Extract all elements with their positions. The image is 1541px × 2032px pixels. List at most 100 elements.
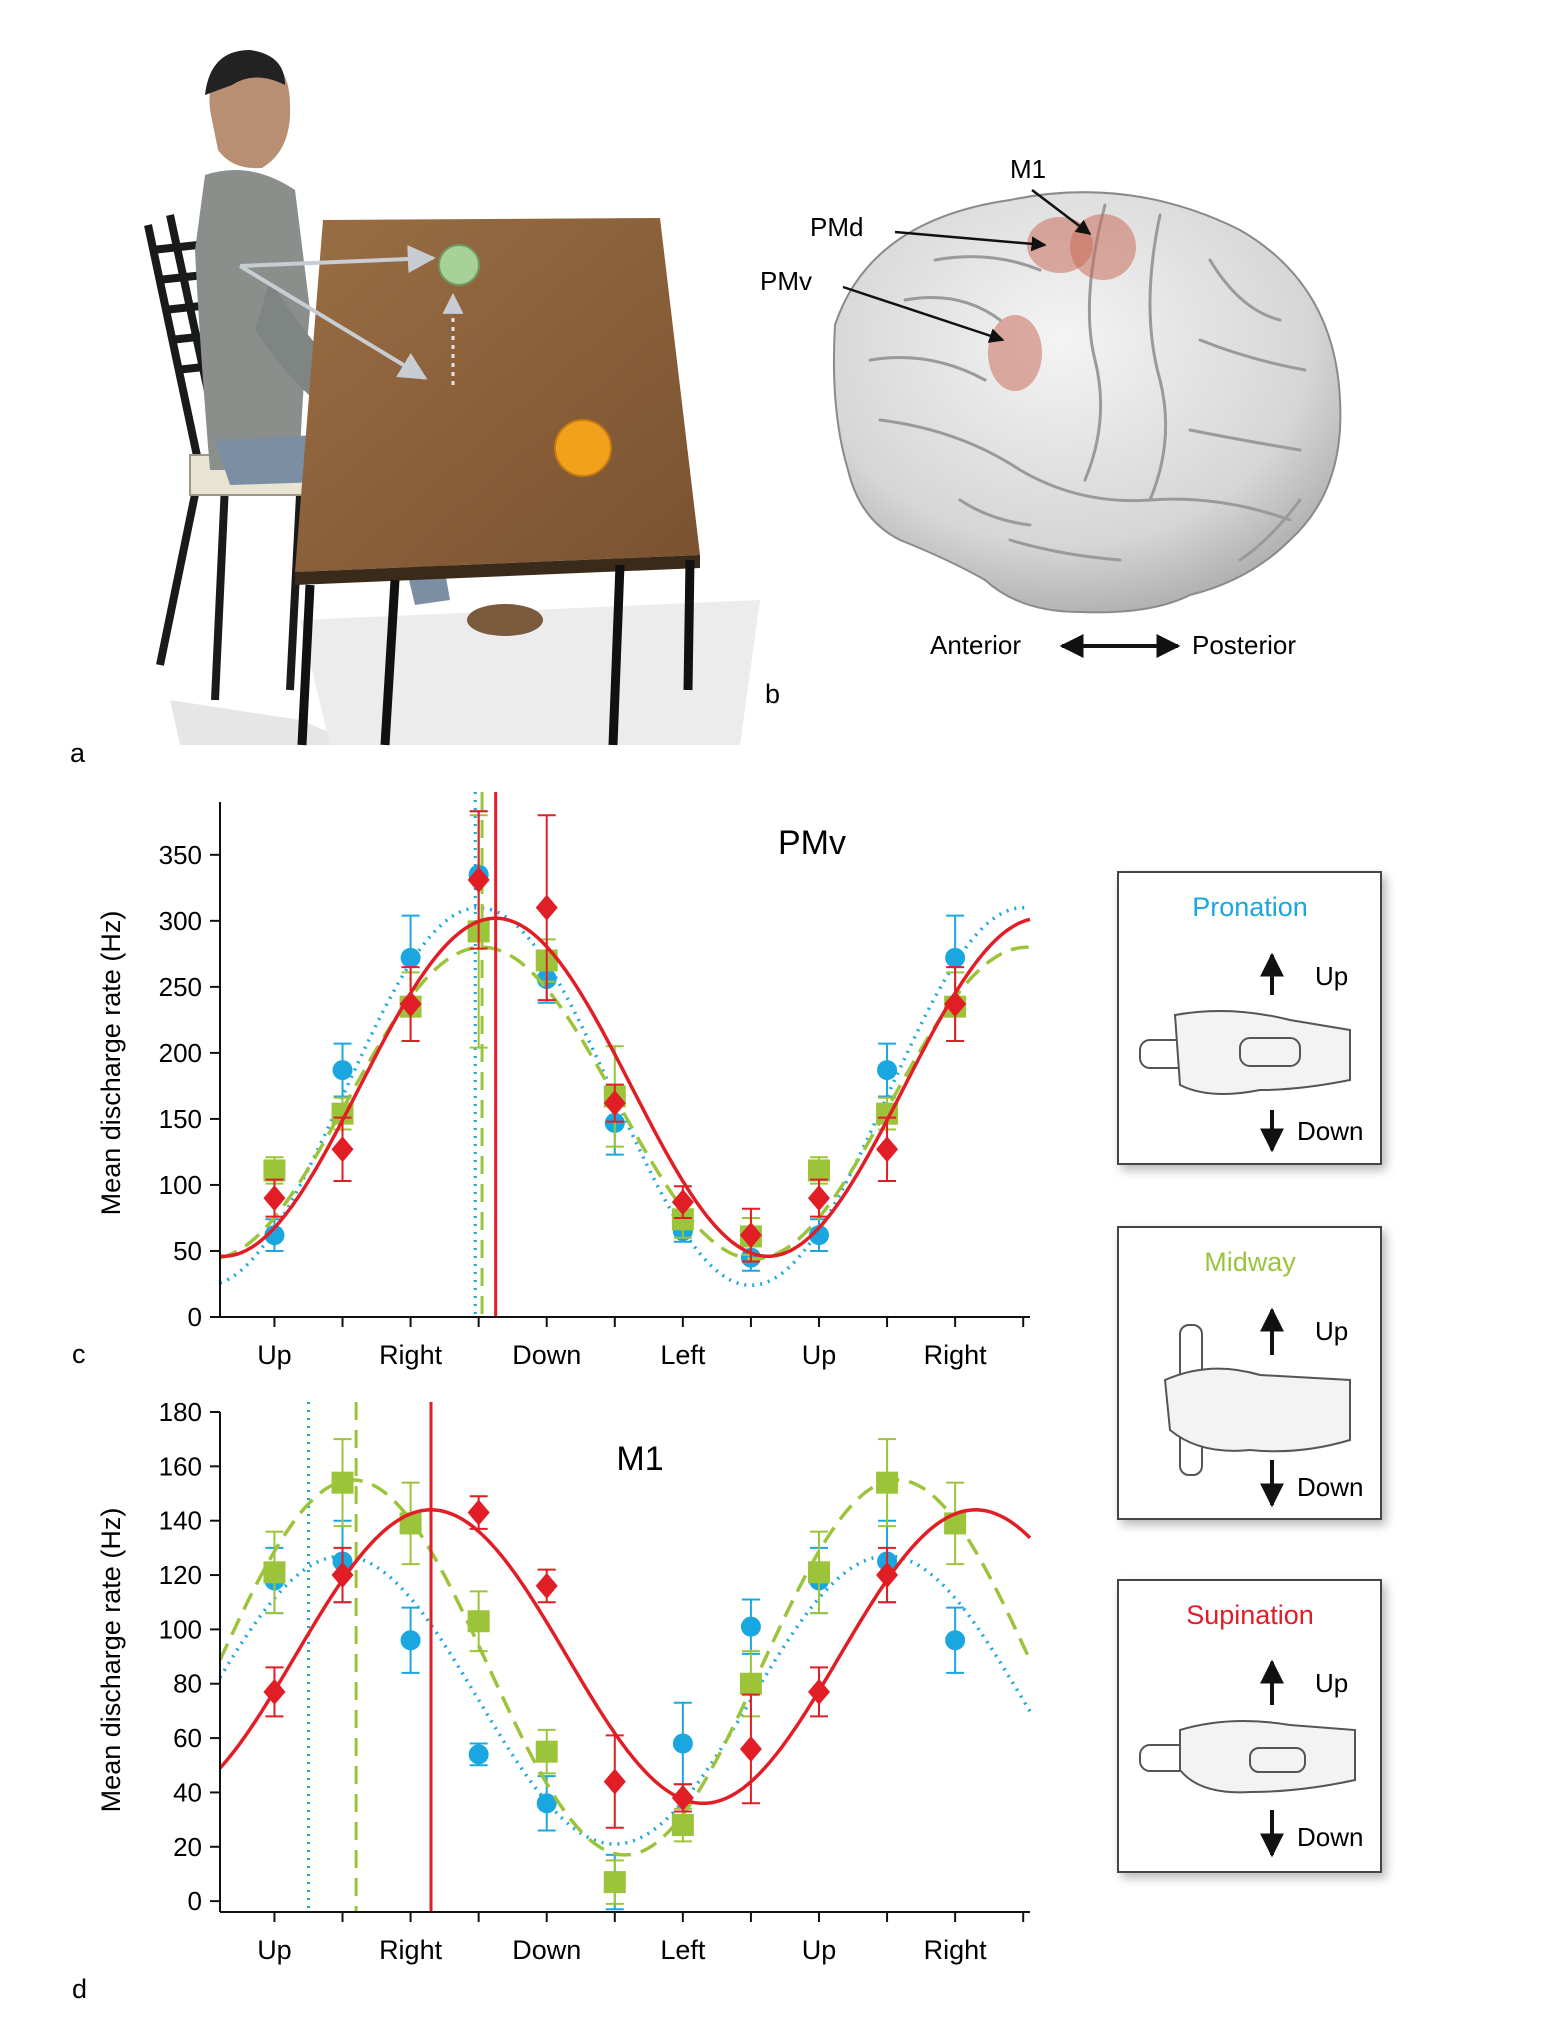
m1-supination-point [603,1734,626,1829]
m1-pronation-point [468,1742,489,1767]
pmv-x-tick-label: Up [257,1340,292,1370]
m1-supination-point [535,1568,558,1604]
pmv-pronation-fit-curve [219,905,1031,1288]
brain-label-pmd: PMd [810,212,863,242]
m1-y-tick-label: 160 [159,1451,202,1481]
apple-green [438,244,480,286]
inset-supination: Supination Up Down [1117,1579,1382,1873]
pmv-pointer [842,285,1005,343]
inset-pronation-title: Pronation [1192,892,1308,922]
inset-supination-title: Supination [1186,1600,1314,1630]
hand-supination-icon [1139,1720,1356,1794]
hair [205,50,285,95]
m1-midway-point [399,1481,422,1566]
pmv-supination-point [331,1116,354,1182]
pmv-supination-point [535,814,558,1002]
panel-letter-b: b [765,679,780,709]
m1-supination-point [467,1495,490,1530]
inset-pronation-down: Down [1297,1116,1363,1146]
orange [554,419,612,477]
m1-y-tick-label: 80 [173,1669,202,1699]
pmv-x-tick-label: Up [802,1340,837,1370]
panel-letter-a: a [70,738,86,768]
pmv-y-tick-label: 100 [159,1170,202,1200]
pmv-supination-point [263,1178,286,1218]
pmv-y-tick-label: 150 [159,1104,202,1134]
pmv-y-tick-label: 0 [188,1302,202,1332]
m1-y-tick-label: 120 [159,1560,202,1590]
m1-y-axis-label: Mean discharge rate (Hz) [96,1508,126,1813]
m1-pronation-point [672,1701,693,1786]
inset-midway-up: Up [1315,1316,1348,1346]
table-top [295,218,700,572]
m1-pronation-fit-curve [218,1554,1032,1846]
pmv-x-tick-label: Right [379,1340,443,1370]
m1-y-tick-label: 180 [159,1397,202,1427]
m1-midway-point [944,1481,967,1566]
inset-pronation-up: Up [1315,961,1348,991]
m1-midway-point [467,1590,490,1653]
m1-midway-point [603,1859,626,1905]
m1-y-tick-label: 20 [173,1832,202,1862]
pmv-y-tick-label: 300 [159,906,202,936]
pmv-supination-point [399,966,422,1043]
inset-supination-up: Up [1315,1668,1348,1698]
m1-midway-point [807,1530,830,1615]
panel-letter-d: d [72,1974,87,2004]
pmv-y-axis-label: Mean discharge rate (Hz) [96,911,126,1216]
m1-pronation-point [945,1606,966,1674]
pmv-region [988,315,1042,391]
pmd-pointer [894,230,1047,252]
pmv-supination-point [467,810,490,950]
pmv-supination-point [671,1185,694,1219]
pmv-y-tick-label: 50 [173,1236,202,1266]
m1-midway-point [263,1530,286,1615]
reach-arrow-top [239,245,436,274]
panel-b-brain [832,189,1342,614]
m1-midway-point [331,1438,354,1528]
hand-pronation-icon [1139,1010,1351,1095]
shoe [467,604,543,636]
m1-y-tick-label: 60 [173,1723,202,1753]
inset-midway-down: Down [1297,1472,1363,1502]
inset-supination-down: Down [1297,1822,1363,1852]
pmv-x-tick-label: Left [660,1340,706,1370]
m1-supination-point [671,1783,694,1813]
m1-midway-point [671,1807,694,1843]
m1-supination-point [331,1546,354,1604]
m1-midway-point [535,1728,558,1775]
pmv-supination-point [876,1116,899,1182]
m1-pointer [1031,189,1092,235]
torso [195,170,310,470]
pmv-x-tick-label: Down [512,1340,581,1370]
m1-pronation-point [400,1606,421,1674]
chair [144,214,304,701]
label-anterior: Anterior [930,630,1021,660]
m1-y-tick-label: 0 [188,1886,202,1916]
pmv-supination-point [944,966,967,1043]
brain-sulci [868,203,1307,562]
label-posterior: Posterior [1192,630,1296,660]
m1-region [1070,214,1136,280]
inset-pronation: Pronation Up Down [1117,871,1382,1165]
reach-arrow-bottom [238,264,428,380]
table-legs [297,559,695,746]
brain-label-pmv: PMv [760,266,812,296]
m1-pronation-point [740,1598,761,1655]
pmv-midway-fit-curve [219,945,1031,1261]
m1-midway-fit-curve [218,1478,1032,1857]
m1-chart-title: M1 [616,1440,663,1478]
m1-x-tick-label: Down [512,1935,581,1965]
pmv-supination-point [807,1178,830,1218]
m1-supination-point [739,1693,762,1805]
m1-midway-point [876,1438,899,1528]
m1-supination-point [263,1666,286,1718]
pmv-pronation-point [332,1042,353,1098]
inset-midway-title: Midway [1204,1247,1296,1277]
pmv-y-tick-label: 350 [159,840,202,870]
m1-x-tick-label: Left [660,1935,706,1965]
pmv-supination-point [739,1207,762,1263]
chart-m1: 0 20 40 60 80 100 120 140 160 180 Up Right Down Left U… [96,1397,1032,1965]
m1-y-tick-label: 100 [159,1614,202,1644]
